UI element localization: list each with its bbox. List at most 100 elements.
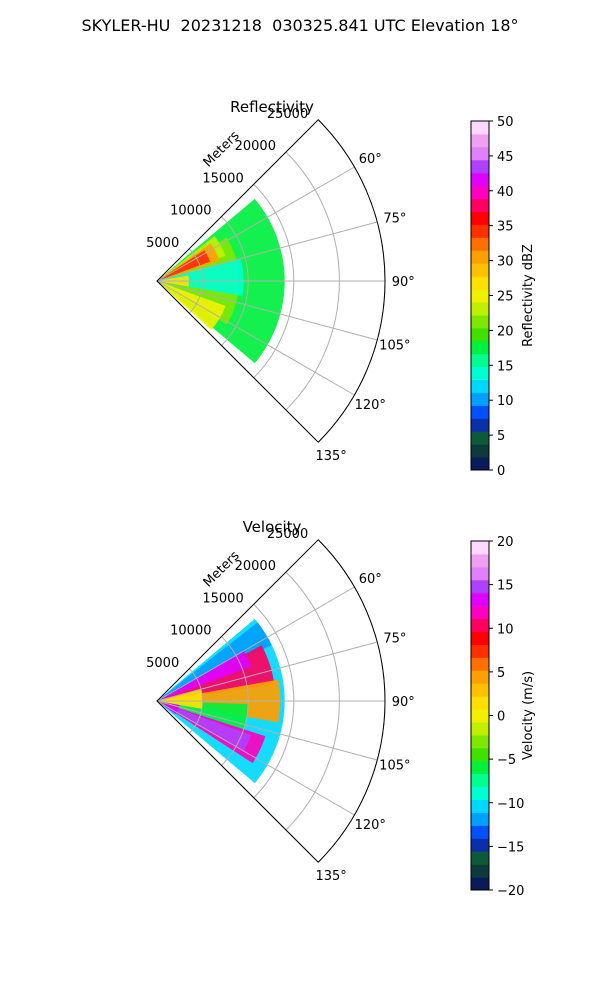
colorbar-tick-label: 30: [497, 255, 514, 270]
range-tick-label: 20000: [235, 559, 276, 574]
colorbar-tick-label: −10: [497, 797, 524, 812]
colorbar-segment: [471, 618, 489, 632]
colorbar-tick-label: 25: [497, 290, 514, 305]
colorbar-segment: [471, 825, 489, 839]
colorbar-tick-label: −5: [497, 753, 516, 768]
range-tick-label: 10000: [170, 624, 211, 639]
colorbar-segment: [471, 799, 489, 813]
colorbar-tick-label: 0: [497, 710, 505, 725]
colorbar-segment: [471, 146, 489, 161]
figure-title: SKYLER-HU 20231218 030325.841 UTC Elevat…: [81, 16, 519, 35]
range-tick-label: 25000: [267, 107, 308, 122]
colorbar-segment: [471, 592, 489, 607]
colorbar-tick-label: 20: [497, 535, 514, 550]
range-tick-label: 5000: [146, 236, 179, 251]
range-tick-label: 5000: [146, 656, 179, 671]
colorbar-segment: [471, 670, 489, 684]
colorbar-segment: [471, 851, 489, 865]
colorbar-tick-label: 40: [497, 185, 514, 200]
colorbar-segment: [471, 657, 489, 671]
azimuth-line-60: [156, 166, 355, 282]
colorbar-segment: [471, 605, 489, 620]
colorbar-segment: [471, 301, 489, 316]
velocity-title: Velocity: [243, 518, 302, 536]
colorbar-segment: [471, 734, 489, 749]
colorbar-segment: [471, 631, 489, 645]
colorbar-segment: [471, 121, 489, 135]
colorbar-tick-label: 5: [497, 666, 505, 681]
colorbar-segment: [471, 773, 489, 788]
colorbar-segment: [471, 263, 489, 277]
colorbar-segment: [471, 812, 489, 826]
colorbar-segment: [471, 353, 489, 368]
azimuth-tick-label: 90°: [392, 695, 415, 710]
colorbar-tick-label: 35: [497, 220, 514, 235]
azimuth-tick-label: 75°: [383, 211, 406, 226]
colorbar-segment: [471, 838, 489, 852]
colorbar-segment: [471, 760, 489, 775]
azimuth-tick-label: 120°: [355, 818, 386, 833]
echo-region-3: [157, 281, 226, 330]
colorbar-segment: [471, 172, 489, 187]
colorbar-segment: [471, 133, 489, 148]
colorbar-segment: [471, 159, 489, 174]
colorbar-segment: [471, 250, 489, 264]
colorbar-segment: [471, 457, 489, 471]
velocity-sector-frame: [156, 539, 386, 863]
colorbar-segment: [471, 721, 489, 736]
colorbar-segment: [471, 747, 489, 762]
azimuth-tick-label: 135°: [315, 449, 346, 464]
colorbar-segment: [471, 211, 489, 225]
azimuth-line-105: [156, 280, 378, 341]
colorbar-segment: [471, 198, 489, 212]
azimuth-line-120: [156, 280, 355, 396]
azimuth-line-75: [156, 641, 378, 702]
reflectivity-sector-frame: [156, 119, 386, 443]
echo-region-5: [157, 701, 249, 730]
colorbar-tick-label: 5: [497, 429, 505, 444]
colorbar-segment: [471, 444, 489, 458]
range-tick-label: 20000: [235, 139, 276, 154]
echo-region-7: [157, 701, 252, 752]
colorbar-tick-label: −15: [497, 840, 524, 855]
azimuth-tick-label: 105°: [379, 759, 410, 774]
azimuth-line-60: [156, 586, 355, 702]
range-tick-label: 10000: [170, 204, 211, 219]
velocity-colorbar: −20 −15 −10 −5 0 5 10 15 20 Velocity (m/s): [470, 535, 536, 899]
colorbar-segment: [471, 579, 489, 594]
colorbar-label: Velocity (m/s): [521, 671, 536, 760]
colorbar-segment: [471, 709, 489, 723]
reflectivity-colorbar: 0 5 10 15 20 25 30 35 40 45 50 Reflectivity dBZ: [470, 115, 536, 479]
range-tick-label: 15000: [202, 171, 243, 186]
colorbar-segment: [471, 683, 489, 697]
echo-region-3: [157, 650, 252, 701]
azimuth-tick-label: 105°: [379, 339, 410, 354]
colorbar-segment: [471, 405, 489, 419]
colorbar-tick-label: 10: [497, 394, 514, 409]
azimuth-tick-label: 90°: [392, 275, 415, 290]
colorbar-segment: [471, 541, 489, 555]
colorbar-segment: [471, 864, 489, 878]
azimuth-tick-label: 120°: [355, 398, 386, 413]
colorbar-segment: [471, 314, 489, 329]
azimuth-tick-label: 60°: [359, 572, 382, 587]
colorbar-segment: [471, 379, 489, 393]
colorbar-segment: [471, 237, 489, 251]
colorbar-tick-label: 10: [497, 622, 514, 637]
colorbar-tick-label: −20: [497, 884, 524, 899]
colorbar-label: Reflectivity dBZ: [521, 244, 536, 347]
azimuth-line-105: [156, 700, 378, 761]
colorbar-segment: [471, 392, 489, 406]
azimuth-tick-label: 135°: [315, 869, 346, 884]
colorbar-segment: [471, 553, 489, 568]
colorbar-segment: [471, 644, 489, 658]
colorbar-tick-label: 45: [497, 150, 514, 165]
colorbar-segment: [471, 877, 489, 891]
colorbar-segment: [471, 786, 489, 801]
colorbar-segment: [471, 327, 489, 342]
azimuth-tick-label: 75°: [383, 631, 406, 646]
azimuth-line-75: [156, 221, 378, 282]
colorbar-tick-label: 50: [497, 115, 514, 130]
colorbar-segment: [471, 366, 489, 381]
